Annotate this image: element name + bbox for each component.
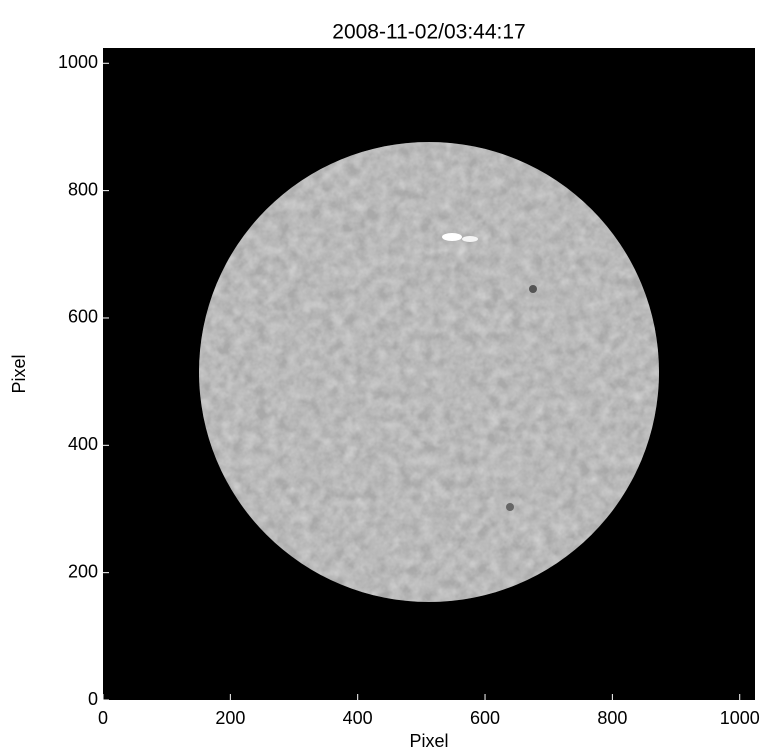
- y-axis-label: Pixel: [9, 354, 29, 393]
- active-region: [442, 233, 462, 241]
- x-tick-label: 600: [470, 708, 500, 728]
- y-tick-label: 1000: [58, 52, 98, 72]
- sunspot: [529, 285, 537, 293]
- active-region: [462, 236, 478, 242]
- y-tick-label: 600: [68, 307, 98, 327]
- y-tick-label: 800: [68, 179, 98, 199]
- solar-image: [199, 142, 659, 602]
- x-tick-label: 0: [98, 708, 108, 728]
- y-tick-label: 400: [68, 434, 98, 454]
- chart-title: 2008-11-02/03:44:17: [332, 21, 525, 44]
- y-tick-label: 200: [68, 561, 98, 581]
- x-tick-label: 200: [215, 708, 245, 728]
- x-tick-label: 400: [343, 708, 373, 728]
- x-tick-label: 1000: [720, 708, 760, 728]
- x-axis-label: Pixel: [409, 731, 448, 751]
- solar-disc: [199, 142, 659, 602]
- y-tick-label: 0: [88, 689, 98, 709]
- sunspot: [506, 503, 514, 511]
- x-tick-label: 800: [597, 708, 627, 728]
